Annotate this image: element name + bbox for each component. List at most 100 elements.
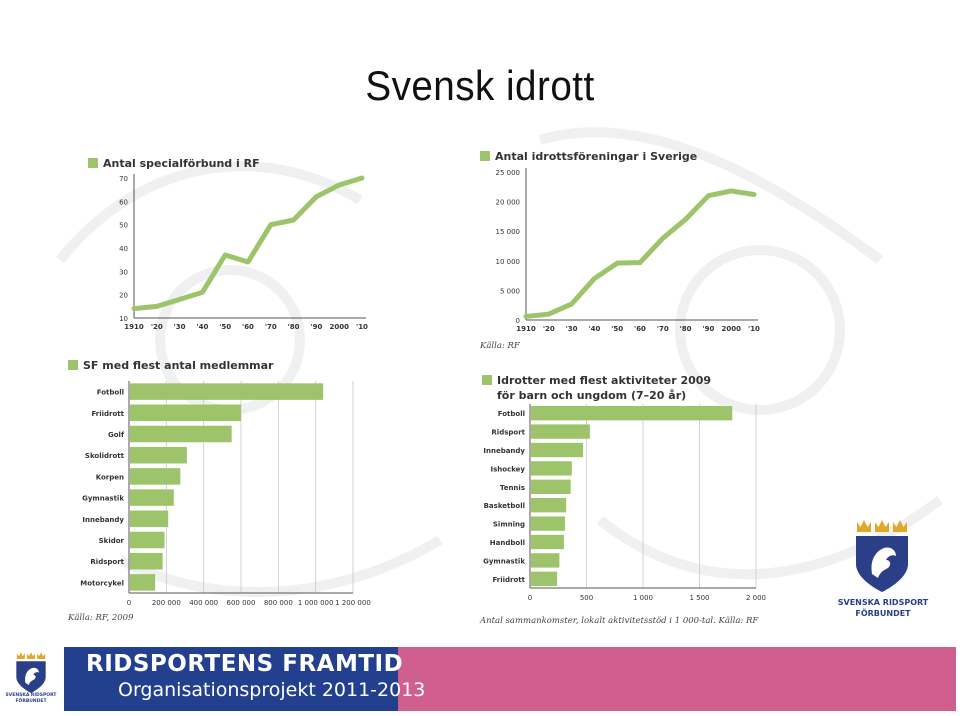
chart3-x-tick-label: 1 000 000 [298,599,334,607]
crown-icon [893,520,907,532]
chart4-legend-swatch [482,375,492,385]
chart3-legend-swatch [68,360,78,370]
chart3-bar [130,574,156,591]
chart2-title: Antal idrottsföreningar i Sverige [495,150,698,163]
chart1-x-tick-label: '40 [196,323,208,331]
chart2-source: Källa: RF [480,341,520,351]
chart4-category-label: Ishockey [491,465,526,473]
chart1-x-tick-label: '90 [310,323,322,331]
chart1-x-tick-label: '70 [265,323,277,331]
chart3-category-label: Ridsport [90,558,124,566]
chart3-bar [130,468,181,485]
chart1-data-point [201,291,203,293]
chart3-x-tick-label: 800 000 [264,599,293,607]
chart4-category-label: Simning [493,521,525,529]
small-crown-icon [27,652,35,660]
crowns-icon [857,520,907,532]
small-horse-head-icon [25,667,39,685]
chart2-data-point [662,237,664,239]
small-crown-icon [37,652,46,660]
chart3-x-tick-label: 600 000 [227,599,256,607]
federation-logo-text-1: SVENSKA RIDSPORT [837,598,929,607]
chart4-bar [531,534,564,550]
crown-icon [875,520,889,532]
chart1-y-tick-label: 50 [119,222,128,230]
chart3-category-label: Golf [108,431,125,439]
chart4-bar-chart: 0 500 1 000 1 500 2 000 Fotboll Ridsport Inneba… [483,404,766,602]
chart3-category-label: Friidrott [91,410,124,418]
chart1-data-point [247,261,249,263]
chart4-bar [531,479,571,494]
chart2-y-tick-label: 10 000 [496,258,521,266]
chart2-x-tick-label: '80 [680,325,692,333]
chart1-data-point [293,219,295,221]
chart1-x-tick-label: 2000 [329,323,349,331]
chart1-y-tick-label: 30 [119,268,128,276]
chart2-x-tick-label: '90 [702,325,714,333]
chart1-series-line [131,175,365,312]
small-crown-icon [16,652,25,660]
chart2-data-point [616,262,618,264]
chart4-source: Antal sammankomster, lokalt aktivitetsst… [480,616,759,626]
chart4-bar [531,442,584,458]
chart4-category-label: Innebandy [483,447,525,455]
chart4-category-label: Handboll [490,539,525,547]
chart1-x-tick-label: '20 [151,323,163,331]
chart2-data-point [707,195,709,197]
footer-subtitle: Organisationsprojekt 2011-2013 [118,679,426,701]
chart1-data-point [361,177,363,179]
chart1-y-tick-label: 20 [119,292,128,300]
chart2-x-tick-label: '10 [748,325,760,333]
small-logo-text-1: SVENSKA RIDSPORT [5,693,57,698]
chart1-y-tick-label: 60 [119,198,128,206]
slide-title: Svensk idrott [365,62,595,109]
chart1-y-tick-label: 70 [119,175,128,183]
chart2-x-tick-label: '70 [657,325,669,333]
chart4-x-tick-label: 1 000 [633,594,653,602]
chart4-title-row: Idrotter med flest aktiviteter 2009 för … [482,358,711,403]
chart4-x-tick-label: 500 [580,594,593,602]
chart1-line-chart: 10 20 30 40 50 60 70 1910 '20 '30 '40 '50 '60 '70 '80 '… [119,174,368,331]
chart3-bar [130,510,169,528]
chart2-x-tick-label: 1910 [516,325,536,333]
chart2-y-tick-label: 15 000 [496,228,521,236]
chart3-title-row: SF med flest antal medlemmar [68,343,273,373]
chart2-x-tick-label: '60 [634,325,646,333]
footer-banner-dark [64,647,398,711]
crown-icon [857,520,871,532]
chart1-data-point [338,184,340,186]
chart1-data-point [270,224,272,226]
chart2-line-chart: 0 5 000 10 000 15 000 20 000 25 000 1910 '20 '30… [496,168,760,333]
small-logo-text-2: FÖRBUNDET [15,699,47,704]
federation-logo-text-2: FÖRBUNDET [855,609,911,618]
chart4-x-tick-label: 1 500 [689,594,709,602]
chart2-data-point [753,193,755,195]
chart1-y-tick-label: 10 [119,315,128,323]
federation-logo-emblem [856,520,908,592]
chart2-y-tick-label: 0 [516,317,520,325]
chart1-x-tick-label: 1910 [124,323,144,331]
chart3-bar [130,531,165,549]
chart1-data-point [179,298,181,300]
chart2-data-point [548,313,550,315]
chart4-bar [531,553,560,568]
chart4-bar [531,516,566,531]
chart3-bar-chart: 0 200 000 400 000 600 000 800 000 1 000 000 1 … [80,381,371,607]
chart2-y-tick-label: 25 000 [496,169,521,177]
chart4-category-label: Tennis [500,484,525,492]
chart3-bar [130,446,187,464]
chart2-data-point [639,262,641,264]
chart4-x-tick-label: 2 000 [746,594,766,602]
chart3-category-label: Korpen [96,473,124,481]
small-crowns-icon [16,652,46,660]
chart3-bar [130,383,324,400]
chart3-bar [130,404,241,422]
chart3-bar [130,552,163,570]
small-logo-emblem [16,652,46,693]
chart1-data-point [224,254,226,256]
chart2-legend-swatch [480,151,490,161]
chart3-category-label: Fotboll [97,389,124,397]
chart2-x-tick-label: '30 [566,325,578,333]
chart3-category-label: Skolidrott [85,452,125,460]
chart2-y-tick-label: 5 000 [500,287,520,295]
